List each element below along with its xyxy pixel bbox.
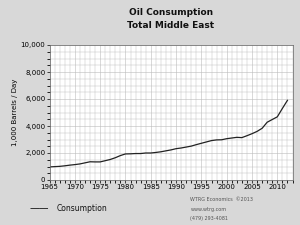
Y-axis label: 1,000 Barrels / Day: 1,000 Barrels / Day — [12, 79, 18, 146]
Text: www.wtrg.com: www.wtrg.com — [190, 207, 226, 212]
Text: Total Middle East: Total Middle East — [128, 21, 214, 30]
Text: (479) 293-4081: (479) 293-4081 — [190, 216, 229, 221]
Text: WTRG Economics  ©2013: WTRG Economics ©2013 — [190, 197, 254, 202]
Text: Oil Consumption: Oil Consumption — [129, 8, 213, 17]
Text: Consumption: Consumption — [57, 204, 108, 213]
Text: ——: —— — [30, 203, 50, 213]
